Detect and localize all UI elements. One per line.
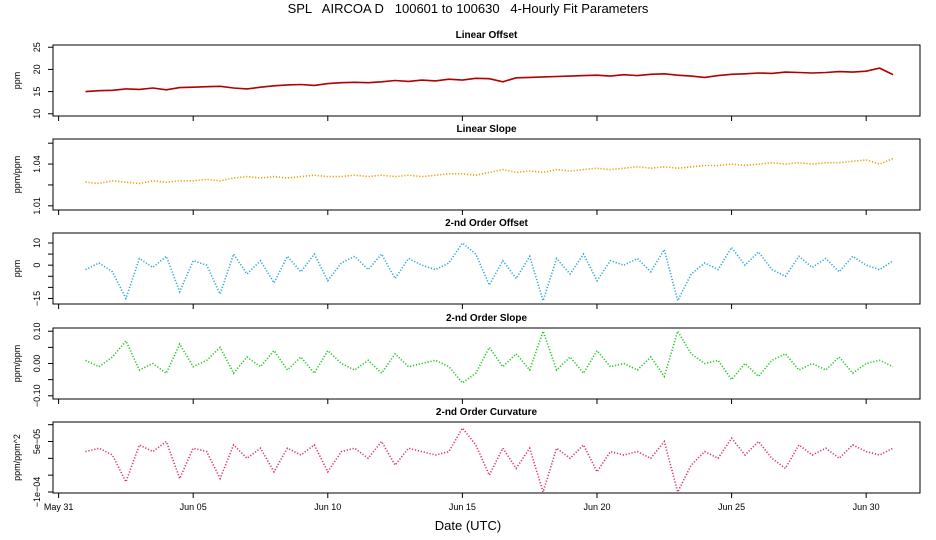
panel-1: Linear Offset ppm 10 15 20 25 <box>12 30 921 121</box>
y-tick-label: 0.10 <box>32 322 42 340</box>
series-line <box>85 67 894 93</box>
panel-title: Linear Slope <box>456 124 516 135</box>
panel-title: Linear Offset <box>456 30 518 41</box>
chart-title: SPL AIRCOA D 100601 to 100630 4-Hourly F… <box>287 1 649 16</box>
series-line <box>85 328 894 384</box>
panel-3: 2-nd Order Offset ppm −15 0 10 <box>12 218 921 309</box>
y-axis-label: ppm <box>12 72 22 90</box>
panel-title: 2-nd Order Curvature <box>436 407 538 418</box>
y-axis-label: ppm <box>12 260 22 278</box>
y-tick-label: 10 <box>32 238 42 248</box>
y-axis-label: ppm/ppm <box>12 156 22 194</box>
y-tick-label: 15 <box>32 87 42 97</box>
series-line <box>85 157 894 185</box>
panel-title: 2-nd Order Slope <box>446 313 528 324</box>
x-tick-label: Jun 20 <box>583 502 610 512</box>
y-tick-label: −0.10 <box>32 384 42 407</box>
y-axis-label: ppm/ppm <box>12 345 22 383</box>
x-tick-label: Jun 15 <box>449 502 476 512</box>
y-tick-label: 20 <box>32 64 42 74</box>
panel-frame <box>52 232 921 305</box>
y-tick-label: 5e−05 <box>32 429 42 454</box>
y-tick-label: 1.01 <box>32 197 42 215</box>
x-tick-label: Jun 30 <box>853 502 880 512</box>
panel-title: 2-nd Order Offset <box>445 218 528 229</box>
panel-frame <box>52 421 921 494</box>
panel-frame <box>52 138 921 211</box>
x-tick-label: May 31 <box>44 502 74 512</box>
series-line <box>85 426 894 495</box>
panel-2: Linear Slope ppm/ppm 1.01 1.04 <box>12 124 921 215</box>
x-tick-label: Jun 10 <box>314 502 341 512</box>
y-tick-label: 1.04 <box>32 155 42 173</box>
series-line <box>85 241 894 304</box>
x-axis-label: Date (UTC) <box>434 518 502 533</box>
y-tick-label: 0 <box>32 263 42 268</box>
y-tick-label: 25 <box>32 42 42 52</box>
y-axis-label: ppm/ppm^2 <box>12 434 22 481</box>
x-tick-label: Jun 25 <box>718 502 745 512</box>
y-tick-label: 10 <box>32 109 42 119</box>
y-tick-label: −1e−04 <box>32 477 42 508</box>
panel-frame <box>52 327 921 400</box>
x-tick-label: Jun 05 <box>180 502 207 512</box>
y-tick-label: 0.00 <box>32 355 42 373</box>
panel-5: 2-nd Order Curvature ppm/ppm^2 −1e−04 5e−05… <box>12 407 921 512</box>
panel-4: 2-nd Order Slope ppm/ppm −0.10 0.00 0.10 <box>12 313 921 407</box>
panel-frame <box>52 44 921 117</box>
y-tick-label: −15 <box>32 291 42 306</box>
